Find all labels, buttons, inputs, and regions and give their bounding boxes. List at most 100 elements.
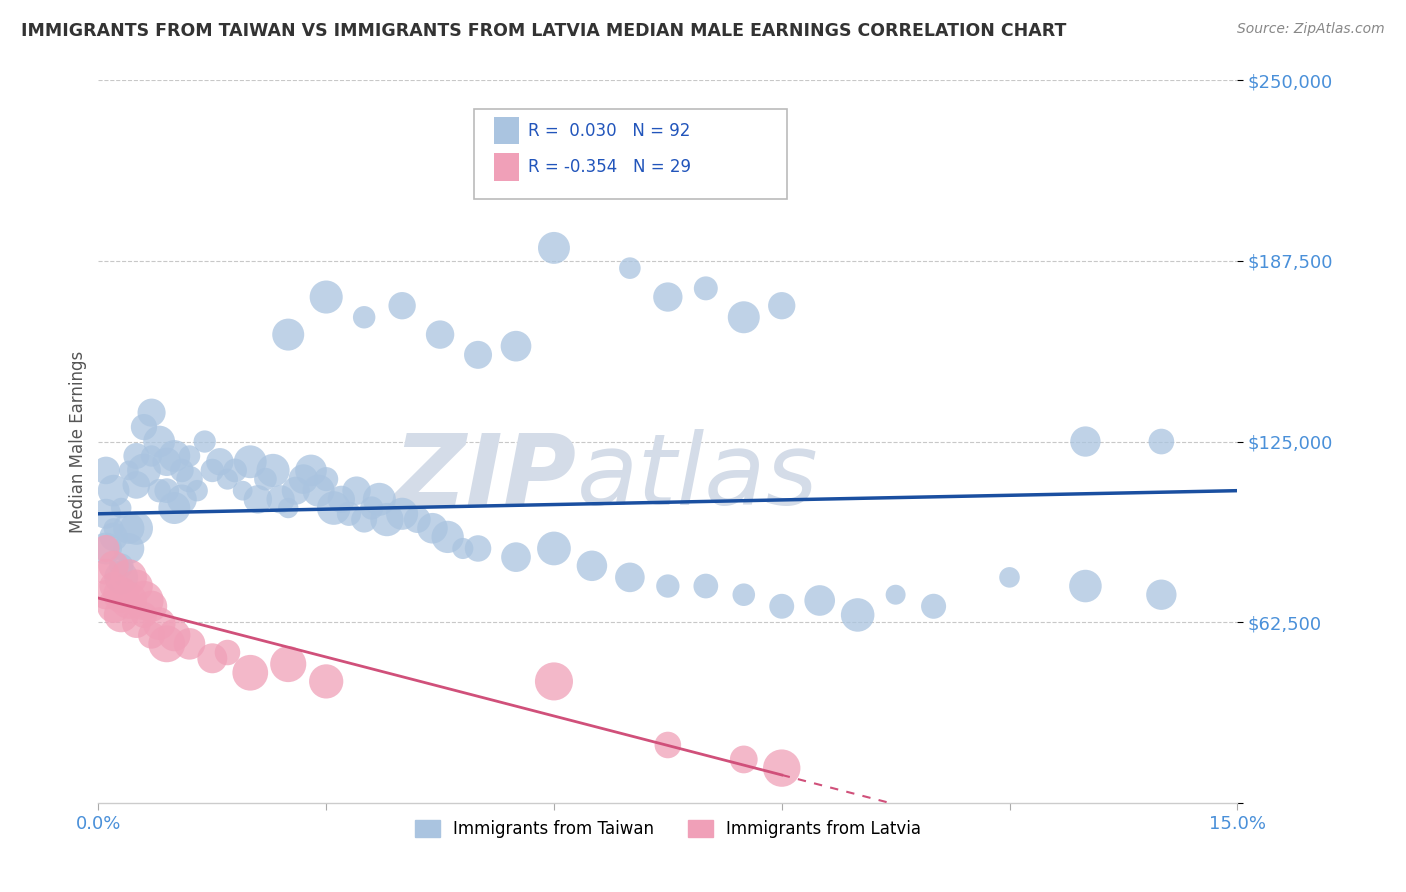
Point — [884, 588, 907, 602]
Point — [163, 449, 186, 463]
Point — [148, 616, 170, 631]
Point — [110, 570, 132, 584]
Point — [118, 541, 141, 556]
Point — [375, 512, 398, 526]
Point — [451, 541, 474, 556]
Point — [391, 299, 413, 313]
Point — [353, 310, 375, 325]
Point — [186, 483, 208, 498]
Point — [467, 541, 489, 556]
Y-axis label: Median Male Earnings: Median Male Earnings — [69, 351, 87, 533]
Point — [322, 501, 344, 516]
Text: R = -0.354   N = 29: R = -0.354 N = 29 — [527, 158, 690, 177]
Point — [1150, 434, 1173, 449]
Point — [141, 449, 163, 463]
Point — [132, 593, 155, 607]
Point — [277, 501, 299, 516]
Point — [1150, 588, 1173, 602]
Point — [657, 738, 679, 752]
Point — [346, 483, 368, 498]
Point — [368, 492, 391, 507]
Point — [1074, 434, 1097, 449]
Point — [619, 570, 641, 584]
FancyBboxPatch shape — [494, 117, 519, 145]
Point — [277, 657, 299, 671]
Point — [543, 674, 565, 689]
Point — [657, 579, 679, 593]
Point — [262, 463, 284, 477]
Point — [148, 434, 170, 449]
Point — [125, 449, 148, 463]
Point — [695, 579, 717, 593]
Point — [770, 599, 793, 614]
Point — [308, 483, 330, 498]
Point — [391, 507, 413, 521]
Text: Source: ZipAtlas.com: Source: ZipAtlas.com — [1237, 22, 1385, 37]
Point — [125, 521, 148, 535]
Text: R =  0.030   N = 92: R = 0.030 N = 92 — [527, 121, 690, 140]
Point — [246, 492, 269, 507]
Text: IMMIGRANTS FROM TAIWAN VS IMMIGRANTS FROM LATVIA MEDIAN MALE EARNINGS CORRELATIO: IMMIGRANTS FROM TAIWAN VS IMMIGRANTS FRO… — [21, 22, 1067, 40]
Point — [239, 665, 262, 680]
Point — [163, 501, 186, 516]
Point — [330, 492, 353, 507]
Point — [619, 261, 641, 276]
Point — [110, 558, 132, 573]
Legend: Immigrants from Taiwan, Immigrants from Latvia: Immigrants from Taiwan, Immigrants from … — [408, 814, 928, 845]
Point — [422, 521, 444, 535]
Point — [224, 463, 246, 477]
Point — [94, 588, 117, 602]
Point — [922, 599, 945, 614]
Point — [657, 290, 679, 304]
Point — [581, 558, 603, 573]
Point — [110, 588, 132, 602]
Point — [125, 616, 148, 631]
Point — [141, 628, 163, 642]
Point — [201, 463, 224, 477]
Point — [170, 492, 193, 507]
Point — [103, 483, 125, 498]
Point — [156, 637, 179, 651]
Point — [103, 530, 125, 544]
Point — [543, 241, 565, 255]
Point — [118, 570, 141, 584]
Point — [141, 406, 163, 420]
Point — [125, 579, 148, 593]
Point — [581, 160, 603, 174]
Point — [733, 588, 755, 602]
Point — [284, 483, 307, 498]
Point — [770, 761, 793, 775]
Point — [179, 449, 201, 463]
Point — [103, 558, 125, 573]
Point — [132, 463, 155, 477]
Point — [194, 434, 217, 449]
Point — [467, 348, 489, 362]
Point — [132, 607, 155, 622]
Point — [156, 483, 179, 498]
Point — [94, 565, 117, 579]
Point — [337, 507, 360, 521]
Point — [733, 310, 755, 325]
Point — [998, 570, 1021, 584]
Point — [733, 752, 755, 766]
Point — [118, 593, 141, 607]
Point — [543, 541, 565, 556]
Point — [156, 455, 179, 469]
Point — [315, 472, 337, 486]
Point — [406, 512, 429, 526]
Point — [118, 521, 141, 535]
Text: atlas: atlas — [576, 429, 818, 526]
Point — [270, 492, 292, 507]
Point — [505, 550, 527, 565]
Point — [94, 507, 117, 521]
Point — [846, 607, 869, 622]
Point — [103, 599, 125, 614]
Point — [163, 628, 186, 642]
Point — [217, 472, 239, 486]
Point — [118, 463, 141, 477]
Point — [505, 339, 527, 353]
Point — [179, 637, 201, 651]
Point — [141, 599, 163, 614]
Point — [110, 501, 132, 516]
Point — [239, 455, 262, 469]
